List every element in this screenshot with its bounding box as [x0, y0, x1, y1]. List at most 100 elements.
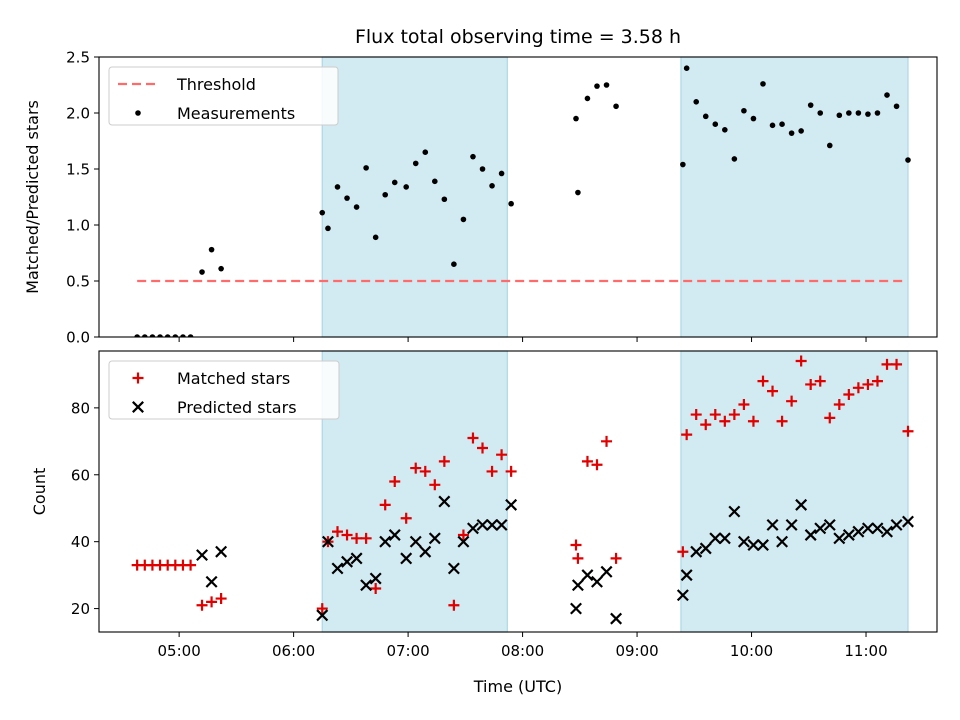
measurement-point: [750, 115, 757, 122]
measurement-point: [363, 165, 369, 171]
measurement-point: [731, 156, 738, 162]
predicted-star-point: [316, 609, 329, 622]
measurement-point: [422, 149, 429, 155]
predicted-star-point: [785, 518, 798, 531]
matched-star-point: [196, 599, 208, 611]
matched-star-point: [400, 512, 412, 524]
measurement-point: [584, 95, 591, 102]
measurement-point: [594, 83, 600, 89]
measurement-point: [141, 334, 148, 337]
predicted-star-point: [419, 545, 432, 558]
predicted-star-point: [341, 555, 354, 568]
legend-label: Threshold: [176, 75, 256, 94]
matched-star-point: [360, 532, 372, 544]
predicted-star-point: [902, 515, 914, 528]
chart-title: Flux total observing time = 3.58 h: [355, 26, 681, 48]
predicted-star-point: [205, 575, 218, 588]
measurement-point: [391, 179, 398, 186]
predicted-star-point: [823, 518, 836, 531]
x-tick-label: 05:00: [158, 642, 201, 660]
predicted-star-point: [728, 505, 741, 518]
predicted-star-point: [881, 525, 893, 538]
matched-star-point: [389, 475, 401, 487]
matched-star-point: [709, 409, 721, 421]
matched-star-point: [681, 429, 693, 441]
top-panel: 0.0 0.5 1.0 1.5 2.0 2.5 Matched/Predicted star…: [23, 49, 938, 347]
predicted-star-point: [795, 498, 808, 511]
measurement-point: [403, 184, 409, 190]
measurement-point: [344, 195, 350, 201]
measurement-point: [846, 110, 852, 116]
predicted-star-point: [331, 562, 344, 575]
measurement-point: [432, 178, 438, 185]
matched-star-point: [871, 375, 883, 387]
matched-star-point: [316, 603, 328, 615]
matched-star-point: [738, 399, 750, 411]
measurement-point: [893, 103, 900, 110]
predicted-star-point: [871, 522, 884, 535]
predicted-star-point: [718, 532, 731, 545]
legend-matched-swatch: [132, 372, 144, 384]
matched-star-point: [786, 395, 798, 407]
measurement-point: [412, 160, 419, 167]
matched-star-point: [677, 546, 689, 558]
matched-star-point: [570, 539, 582, 551]
predicted-star-point: [591, 575, 603, 588]
measurement-point: [807, 102, 814, 108]
predicted-star-point: [676, 589, 689, 602]
matched-star-point: [467, 432, 479, 444]
predicted-star-point: [360, 579, 373, 592]
predicted-star-point: [215, 545, 228, 558]
x-tick-label: 09:00: [615, 642, 658, 660]
top-axes-frame: [98, 56, 938, 338]
matched-star-point: [419, 465, 431, 477]
matched-star-point: [795, 355, 807, 367]
measurement-point: [680, 161, 686, 168]
bottom-y-tick-label: 60: [71, 466, 90, 484]
measurement-point: [164, 334, 171, 337]
top-legend: [108, 66, 339, 126]
matched-star-point: [843, 388, 855, 400]
measurement-point: [489, 183, 495, 189]
measurement-point: [712, 121, 719, 127]
predicted-star-point: [438, 495, 451, 508]
matched-star-point: [206, 596, 218, 608]
matched-star-point: [719, 415, 731, 427]
bottom-y-tick-label: 40: [71, 533, 90, 551]
measurement-point: [865, 111, 871, 117]
top-y-axis-label: Matched/Predicted stars: [23, 100, 42, 294]
top-y-tick-label: 1.0: [66, 217, 90, 235]
bottom-plot-area: [131, 355, 914, 625]
predicted-star-point: [476, 518, 489, 531]
bottom-shaded-interval: [321, 350, 508, 633]
bottom-axes-frame: [98, 350, 938, 633]
predicted-star-point: [388, 529, 401, 541]
measurement-point: [353, 204, 360, 210]
matched-star-point: [601, 435, 613, 447]
top-y-tick-label: 2.5: [66, 49, 90, 67]
matched-star-point: [438, 455, 450, 467]
matched-star-point: [833, 399, 845, 411]
matched-star-point: [591, 459, 603, 471]
matched-star-point: [881, 358, 893, 370]
measurement-point: [199, 269, 205, 275]
matched-star-point: [185, 559, 197, 571]
matched-star-point: [477, 442, 489, 454]
matched-star-point: [852, 382, 864, 394]
predicted-star-point: [495, 518, 508, 531]
bottom-y-tick-label: 80: [71, 399, 90, 417]
predicted-star-point: [680, 569, 693, 582]
matched-star-point: [824, 412, 836, 424]
measurement-point: [693, 99, 700, 105]
measurement-point: [573, 115, 579, 122]
predicted-star-point: [571, 579, 584, 592]
measurement-point: [134, 334, 140, 337]
measurement-point: [372, 234, 379, 241]
matched-star-point: [747, 415, 759, 427]
x-tick-label: 10:00: [730, 642, 773, 660]
matched-star-point: [728, 409, 740, 421]
predicted-star-point: [486, 518, 499, 531]
top-y-tick-label: 2.0: [66, 105, 90, 123]
measurement-point: [498, 170, 505, 177]
